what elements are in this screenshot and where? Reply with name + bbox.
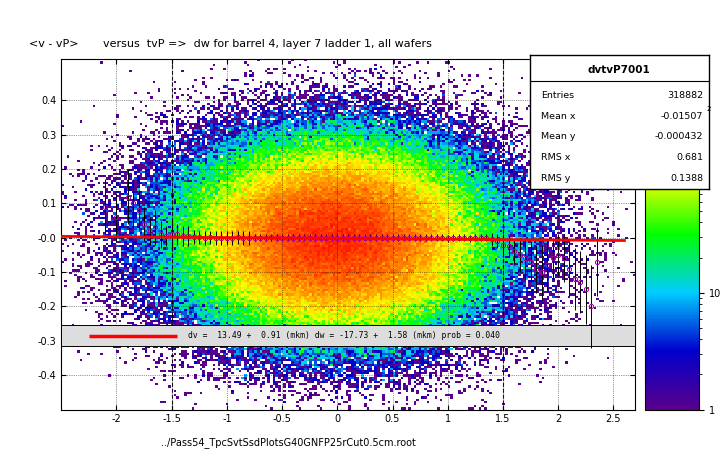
Text: 2: 2 — [706, 106, 710, 112]
Text: Mean y: Mean y — [541, 132, 575, 142]
Text: -0.01507: -0.01507 — [661, 111, 704, 121]
Text: RMS x: RMS x — [541, 153, 570, 162]
Bar — [61, 325, 635, 346]
Text: 318882: 318882 — [667, 91, 704, 100]
Text: -0.000432: -0.000432 — [655, 132, 704, 142]
Text: 0.681: 0.681 — [676, 153, 704, 162]
Text: Entries: Entries — [541, 91, 574, 100]
Text: dv =  13.49 +  0.91 (mkm) dw = -17.73 +  1.58 (mkm) prob = 0.040: dv = 13.49 + 0.91 (mkm) dw = -17.73 + 1.… — [188, 331, 500, 340]
Text: Mean x: Mean x — [541, 111, 575, 121]
Text: 0.1388: 0.1388 — [671, 174, 704, 183]
Text: dvtvP7001: dvtvP7001 — [588, 66, 651, 76]
Text: RMS y: RMS y — [541, 174, 570, 183]
Text: <v - vP>       versus  tvP =>  dw for barrel 4, layer 7 ladder 1, all wafers: <v - vP> versus tvP => dw for barrel 4, … — [29, 39, 432, 49]
Text: ../Pass54_TpcSvtSsdPlotsG40GNFP25rCut0.5cm.root: ../Pass54_TpcSvtSsdPlotsG40GNFP25rCut0.5… — [161, 437, 416, 448]
